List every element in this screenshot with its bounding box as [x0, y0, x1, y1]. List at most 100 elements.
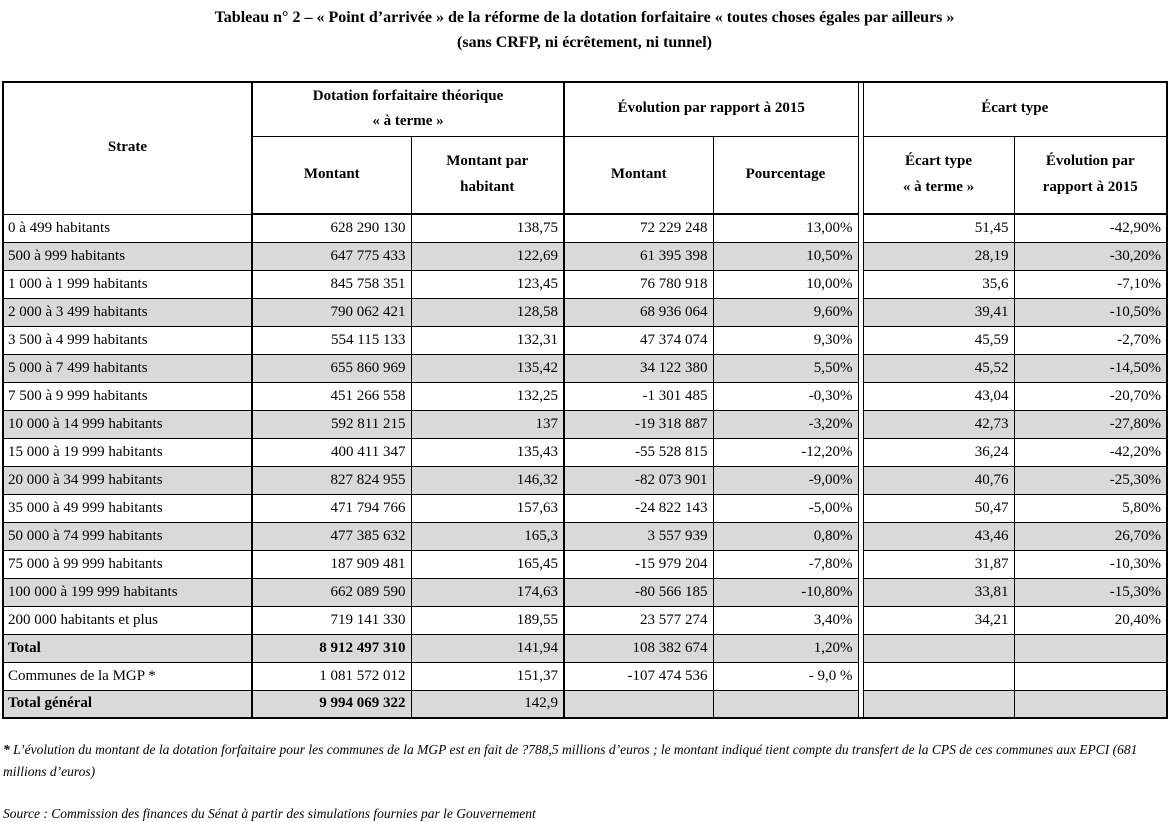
- value-cell: -10,80%: [712, 577, 859, 607]
- table-row: Total 8 912 497 310 141,94 108 382 674 1,20%: [2, 633, 1168, 663]
- value-cell: 142,9: [410, 689, 565, 719]
- strate-cell: Communes de la MGP *: [2, 661, 253, 691]
- value-cell: [862, 633, 1015, 663]
- value-cell: 72 229 248: [563, 213, 714, 243]
- value-cell: 141,94: [410, 633, 565, 663]
- column-header-pourcentage: Pourcentage: [712, 135, 859, 216]
- header-sub-row: Montant Montant par habitant Montant Pou…: [3, 135, 1168, 216]
- strate-cell: Total: [2, 633, 253, 663]
- value-cell: 554 115 133: [251, 325, 412, 355]
- value-cell: 592 811 215: [251, 409, 412, 439]
- table-row: 35 000 à 49 999 habitants 471 794 766 157,…: [2, 493, 1168, 523]
- value-cell: -27,80%: [1013, 409, 1168, 439]
- value-cell: 76 780 918: [563, 269, 714, 299]
- value-cell: -15 979 204: [563, 549, 714, 579]
- value-cell: -20,70%: [1013, 381, 1168, 411]
- footnote: * L’évolution du montant de la dotation …: [3, 739, 1165, 784]
- value-cell: -14,50%: [1013, 353, 1168, 383]
- value-cell: 157,63: [410, 493, 565, 523]
- value-cell: -15,30%: [1013, 577, 1168, 607]
- strate-cell: 50 000 à 74 999 habitants: [2, 521, 253, 551]
- table-row: 10 000 à 14 999 habitants 592 811 215 137 -…: [2, 409, 1168, 439]
- column-header-ecart-type-a-terme: Écart type « à terme »: [862, 135, 1015, 216]
- value-cell: 165,3: [410, 521, 565, 551]
- value-cell: 68 936 064: [563, 297, 714, 327]
- value-cell: 628 290 130: [251, 213, 412, 243]
- table-row: 7 500 à 9 999 habitants 451 266 558 132,25…: [2, 381, 1168, 411]
- strate-cell: 3 500 à 4 999 habitants: [2, 325, 253, 355]
- value-cell: 51,45: [862, 213, 1015, 243]
- strate-cell: 20 000 à 34 999 habitants: [2, 465, 253, 495]
- value-cell: -42,90%: [1013, 213, 1168, 243]
- value-cell: 655 860 969: [251, 353, 412, 383]
- value-cell: 10,00%: [712, 269, 859, 299]
- table-row: 1 000 à 1 999 habitants 845 758 351 123,45…: [2, 269, 1168, 299]
- value-cell: 790 062 421: [251, 297, 412, 327]
- value-cell: -80 566 185: [563, 577, 714, 607]
- value-cell: 28,19: [862, 241, 1015, 271]
- strate-cell: 200 000 habitants et plus: [2, 605, 253, 635]
- table-row: 500 à 999 habitants 647 775 433 122,69 61 3…: [2, 241, 1168, 271]
- table-row: 75 000 à 99 999 habitants 187 909 481 165,…: [2, 549, 1168, 579]
- strate-cell: 10 000 à 14 999 habitants: [2, 409, 253, 439]
- value-cell: 31,87: [862, 549, 1015, 579]
- value-cell: 20,40%: [1013, 605, 1168, 635]
- value-cell: 1 081 572 012: [251, 661, 412, 691]
- value-cell: -55 528 815: [563, 437, 714, 467]
- value-cell: 108 382 674: [563, 633, 714, 663]
- value-cell: -3,20%: [712, 409, 859, 439]
- value-cell: 137: [410, 409, 565, 439]
- header-group-row: Strate Dotation forfaitaire théorique « …: [2, 81, 1168, 215]
- value-cell: 128,58: [410, 297, 565, 327]
- column-group-evolution-2015: Évolution par rapport à 2015: [563, 81, 859, 137]
- strate-cell: Total général: [2, 689, 253, 719]
- value-cell: 151,37: [410, 661, 565, 691]
- table-title-line1: Tableau n° 2 – « Point d’arrivée » de la…: [214, 9, 955, 26]
- value-cell: [563, 689, 714, 719]
- value-cell: 34 122 380: [563, 353, 714, 383]
- value-cell: 123,45: [410, 269, 565, 299]
- value-cell: 34,21: [862, 605, 1015, 635]
- value-cell: 132,25: [410, 381, 565, 411]
- column-group-dotation-forfaitaire: Dotation forfaitaire théorique « à terme…: [251, 81, 565, 137]
- value-cell: -7,80%: [712, 549, 859, 579]
- data-table: Strate Dotation forfaitaire théorique « …: [2, 80, 1168, 720]
- value-cell: 45,52: [862, 353, 1015, 383]
- value-cell: 10,50%: [712, 241, 859, 271]
- table-header: Strate Dotation forfaitaire théorique « …: [2, 81, 1168, 216]
- value-cell: 471 794 766: [251, 493, 412, 523]
- value-cell: 36,24: [862, 437, 1015, 467]
- value-cell: 9 994 069 322: [251, 689, 412, 719]
- value-cell: -24 822 143: [563, 493, 714, 523]
- value-cell: 43,46: [862, 521, 1015, 551]
- column-header-evolution-montant: Montant: [563, 135, 714, 216]
- table-title: Tableau n° 2 – « Point d’arrivée » de la…: [0, 6, 1169, 56]
- value-cell: 9,60%: [712, 297, 859, 327]
- strate-cell: 7 500 à 9 999 habitants: [2, 381, 253, 411]
- value-cell: 135,42: [410, 353, 565, 383]
- value-cell: 40,76: [862, 465, 1015, 495]
- value-cell: 35,6: [862, 269, 1015, 299]
- column-header-montant: Montant: [251, 135, 412, 216]
- value-cell: 3 557 939: [563, 521, 714, 551]
- strate-cell: 500 à 999 habitants: [2, 241, 253, 271]
- value-cell: 165,45: [410, 549, 565, 579]
- value-cell: 132,31: [410, 325, 565, 355]
- value-cell: [1013, 661, 1168, 691]
- strate-cell: 75 000 à 99 999 habitants: [2, 549, 253, 579]
- table-row: 0 à 499 habitants 628 290 130 138,75 72 229…: [2, 213, 1168, 243]
- value-cell: 5,50%: [712, 353, 859, 383]
- value-cell: 61 395 398: [563, 241, 714, 271]
- table-title-line2: (sans CRFP, ni écrêtement, ni tunnel): [457, 33, 712, 51]
- value-cell: 33,81: [862, 577, 1015, 607]
- value-cell: -25,30%: [1013, 465, 1168, 495]
- value-cell: 47 374 074: [563, 325, 714, 355]
- value-cell: 477 385 632: [251, 521, 412, 551]
- value-cell: 146,32: [410, 465, 565, 495]
- strate-cell: 2 000 à 3 499 habitants: [2, 297, 253, 327]
- value-cell: -30,20%: [1013, 241, 1168, 271]
- value-cell: 26,70%: [1013, 521, 1168, 551]
- value-cell: -107 474 536: [563, 661, 714, 691]
- value-cell: 13,00%: [712, 213, 859, 243]
- value-cell: 122,69: [410, 241, 565, 271]
